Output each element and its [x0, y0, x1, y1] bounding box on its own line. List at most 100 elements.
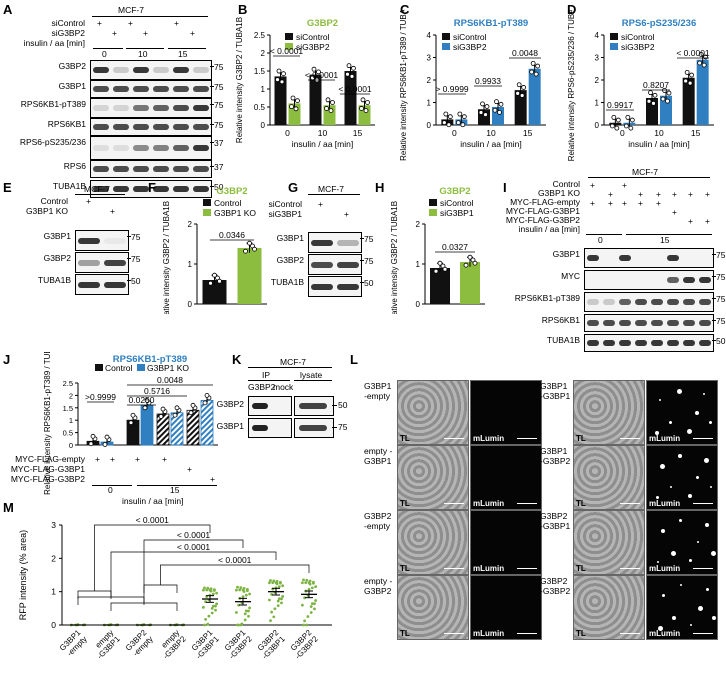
panel-label-c: C: [400, 2, 410, 17]
panel-label-k: K: [232, 352, 242, 367]
granule: [659, 399, 661, 401]
x-tick-label: G3BP2-G3BP1: [254, 628, 287, 661]
blot-band: [667, 255, 679, 261]
blot-band: [587, 255, 599, 261]
blot-band: [619, 299, 631, 305]
data-point: [312, 581, 315, 585]
blot-band: [193, 105, 209, 111]
blot-band: [667, 320, 679, 326]
scale-bar: [444, 438, 464, 439]
data-point: [301, 603, 304, 607]
data-point: [625, 114, 631, 120]
blot-band: [619, 340, 631, 346]
blot-strip: [584, 248, 714, 268]
data-point: [204, 618, 208, 621]
x-axis-label: insulin / aa [min]: [460, 139, 521, 149]
plus-mark: +: [705, 216, 710, 226]
data-point: [211, 592, 215, 596]
stat-label: < 0.0001: [338, 84, 372, 94]
x-tick-label: G3BP1-empty: [58, 628, 89, 659]
plus-mark: +: [143, 28, 148, 38]
mw-marker: 75: [214, 100, 224, 110]
data-point: [242, 590, 246, 593]
cell-line-label: MCF-7: [280, 357, 306, 367]
condition-label: MYC-FLAG-G3BP2: [505, 215, 580, 225]
mlumin-label: mLumin: [473, 434, 505, 443]
bar: [660, 95, 672, 125]
scale-bar: [620, 503, 640, 504]
stat-label: 0.8207: [643, 80, 669, 90]
data-point: [158, 414, 164, 419]
data-point: [330, 100, 335, 105]
mw-tick: [712, 298, 716, 299]
tl-micrograph: TL: [573, 510, 645, 575]
data-point: [305, 623, 309, 627]
panel-label-g: G: [288, 180, 299, 195]
cell-line-label: MCF-7: [84, 184, 110, 194]
data-point: [360, 97, 366, 103]
data-point: [213, 589, 216, 592]
blot-band: [78, 237, 100, 244]
mlumin-label: mLumin: [649, 564, 681, 573]
blot-band: [193, 124, 209, 130]
x-tick-label: 15: [523, 128, 533, 138]
data-point: [281, 595, 284, 598]
panel-label-h: H: [375, 180, 385, 195]
data-point: [303, 619, 306, 623]
chart-title: RPS6-pS235/236: [622, 18, 696, 29]
data-point: [174, 405, 180, 411]
stat-label: 0.0048: [157, 375, 183, 385]
data-point: [247, 614, 250, 618]
panel-label-i: I: [503, 180, 507, 195]
granule: [690, 624, 692, 626]
data-point: [88, 441, 94, 447]
granule: [671, 551, 676, 556]
blot-band: [104, 281, 126, 288]
data-point: [268, 598, 271, 602]
data-point: [104, 434, 110, 440]
blot-band: [311, 239, 333, 246]
micrograph-row-label: G3BP2 -G3BP1: [540, 511, 571, 531]
chart-d: RPS6-pS235/236 Relative intensity RPS6-pS…: [567, 0, 714, 161]
legend-label: siG3BP2: [621, 42, 655, 52]
stat-bracket: [143, 539, 244, 603]
y-tick-label: 4: [427, 31, 432, 40]
blot-band: [113, 86, 129, 92]
data-point: [211, 604, 215, 608]
blot-band: [651, 340, 663, 346]
plus-mark: +: [95, 454, 100, 464]
y-tick-label: 0: [595, 121, 600, 130]
bar: [186, 409, 200, 446]
tl-label: TL: [400, 499, 410, 508]
y-tick-label: 1: [188, 260, 193, 269]
data-point: [472, 260, 478, 266]
plus-mark: +: [318, 199, 323, 209]
data-point: [442, 266, 448, 272]
data-point: [248, 606, 252, 610]
tl-micrograph: TL: [397, 380, 469, 445]
blot-label: G3BP2: [276, 255, 304, 265]
blot-band: [337, 239, 359, 246]
data-point: [208, 280, 213, 286]
granule: [688, 494, 692, 498]
data-point: [214, 608, 217, 612]
data-point: [309, 605, 313, 608]
data-point: [652, 92, 658, 98]
data-point: [467, 254, 473, 260]
data-point: [102, 442, 108, 447]
blot-strip: [90, 180, 212, 198]
stat-label: 0.9933: [475, 76, 501, 86]
mw-tick: [712, 254, 716, 255]
blot-band: [93, 186, 109, 192]
legend-swatch: [203, 199, 211, 206]
data-point: [90, 433, 96, 439]
micrograph-row-label: G3BP2 -empty: [364, 511, 392, 531]
data-point: [209, 587, 213, 591]
blot-band: [173, 67, 189, 73]
mlumin-label: mLumin: [649, 499, 681, 508]
data-point: [237, 623, 241, 627]
data-point: [351, 65, 356, 71]
data-point: [252, 246, 257, 252]
stat-bracket: [77, 590, 112, 599]
mw-tick: [712, 320, 716, 321]
